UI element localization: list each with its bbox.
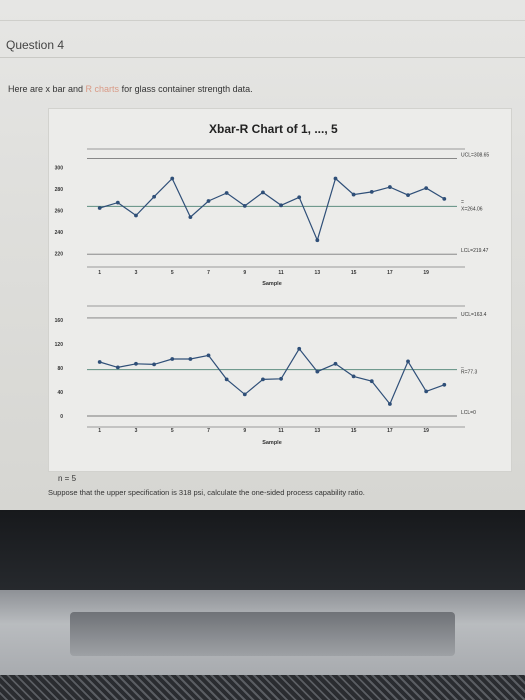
xbar-ucl-label: UCL=308.65: [461, 152, 489, 158]
range-point-12: [297, 346, 302, 351]
range-point-18: [406, 359, 410, 364]
keyboard: [0, 675, 525, 700]
range-ytick-2: 80: [57, 366, 63, 372]
xbar-xtick-7: 15: [351, 270, 357, 276]
range-xtick-2: 5: [171, 428, 174, 434]
xbar-point-18: [406, 193, 410, 198]
range-point-8: [224, 377, 229, 382]
range-xtick-1: 3: [135, 428, 138, 434]
xbar-point-15: [351, 192, 356, 197]
sample-size-label: n = 5: [58, 474, 77, 483]
xbar-center-symbol: =: [461, 199, 464, 205]
xbar-point-20: [442, 196, 447, 201]
question-title: Question 4: [6, 38, 65, 52]
laptop-body: [0, 590, 525, 675]
xbar-lcl-label: LCL=219.47: [461, 248, 489, 254]
chart-card: Xbar-R Chart of 1, ..., 5 UCL=308.65 X=264…: [48, 108, 512, 472]
range-xtick-7: 15: [351, 428, 357, 434]
range-point-17: [387, 402, 392, 406]
range-xtick-8: 17: [387, 428, 393, 434]
range-xtick-4: 9: [243, 428, 246, 434]
question-text: Suppose that the upper specification is …: [48, 488, 365, 497]
range-point-2: [115, 365, 120, 370]
range-point-19: [424, 389, 429, 394]
xbar-r-chart: Xbar-R Chart of 1, ..., 5 UCL=308.65 X=264…: [55, 122, 490, 446]
range-point-15: [351, 374, 356, 379]
range-ytick-3: 120: [55, 342, 64, 348]
range-center-symbol: _: [460, 363, 464, 369]
range-point-9: [242, 392, 247, 397]
chart-title: Xbar-R Chart of 1, ..., 5: [209, 122, 338, 136]
xbar-point-2: [115, 200, 120, 205]
xbar-xtick-3: 7: [207, 270, 210, 276]
xbar-point-7: [206, 199, 211, 203]
title-divider: [0, 57, 525, 58]
range-point-10: [261, 377, 265, 382]
intro-suffix: for glass container strength data.: [119, 84, 253, 94]
range-ytick-1: 40: [57, 390, 63, 396]
xbar-point-3: [134, 213, 138, 218]
range-xtick-3: 7: [207, 428, 210, 434]
xbar-ytick-1: 240: [55, 230, 64, 236]
range-ytick-4: 160: [55, 318, 64, 324]
range-point-14: [333, 361, 338, 366]
xbar-xtick-5: 11: [278, 270, 284, 276]
range-point-11: [279, 376, 283, 381]
laptop-bezel: [0, 510, 525, 590]
range-point-5: [170, 357, 175, 361]
xbar-point-10: [261, 190, 265, 195]
screen: Question 4 Here are x bar and R charts f…: [0, 0, 525, 510]
xbar-ytick-4: 300: [55, 166, 64, 172]
xbar-xtick-0: 1: [98, 270, 101, 276]
range-point-7: [206, 353, 211, 358]
range-point-13: [315, 369, 320, 374]
xbar-point-16: [369, 189, 374, 194]
xbar-point-14: [333, 176, 338, 181]
xbar-point-12: [297, 195, 302, 200]
xbar-ytick-0: 220: [55, 252, 64, 258]
range-point-3: [134, 361, 138, 366]
xbar-center-label: X=264.06: [461, 206, 483, 212]
range-point-20: [442, 382, 447, 387]
xbar-point-9: [242, 203, 247, 208]
xbar-xlabel: Sample: [262, 281, 282, 287]
xbar-xtick-2: 5: [171, 270, 174, 276]
range-xlabel: Sample: [262, 440, 282, 446]
xbar-point-6: [188, 215, 193, 220]
laptop-hinge: [70, 612, 455, 656]
xbar-series-line: [99, 177, 445, 242]
range-xtick-0: 1: [98, 428, 101, 434]
intro-text: Here are x bar and R charts for glass co…: [8, 84, 253, 94]
range-point-4: [152, 362, 157, 367]
xbar-point-11: [279, 203, 283, 208]
range-lcl-label: LCL=0: [461, 410, 476, 416]
range-series-line: [99, 347, 445, 406]
xbar-point-8: [224, 191, 229, 195]
xbar-point-4: [152, 194, 157, 199]
xbar-xtick-6: 13: [315, 270, 321, 276]
xbar-point-1: [97, 206, 102, 210]
range-xtick-9: 19: [423, 428, 429, 434]
xbar-xtick-8: 17: [387, 270, 393, 276]
xbar-point-17: [387, 185, 392, 189]
xbar-point-19: [424, 186, 429, 191]
intro-prefix: Here are x bar and: [8, 84, 86, 94]
xbar-ytick-3: 280: [55, 187, 64, 193]
top-divider: [0, 20, 525, 21]
xbar-xtick-4: 9: [243, 270, 246, 276]
range-ytick-0: 0: [60, 414, 63, 420]
range-xtick-5: 11: [278, 428, 284, 434]
intro-link[interactable]: R charts: [85, 84, 120, 94]
xbar-point-5: [170, 176, 175, 181]
xbar-ytick-2: 260: [55, 209, 64, 215]
range-center-label: R=77.3: [461, 370, 477, 376]
range-point-1: [97, 360, 102, 364]
range-point-6: [188, 357, 193, 361]
range-ucl-label: UCL=163.4: [461, 312, 487, 318]
range-point-16: [369, 379, 374, 384]
xbar-xtick-9: 19: [423, 270, 429, 276]
range-xtick-6: 13: [315, 428, 321, 434]
xbar-point-13: [315, 238, 320, 243]
xbar-xtick-1: 3: [135, 270, 138, 276]
